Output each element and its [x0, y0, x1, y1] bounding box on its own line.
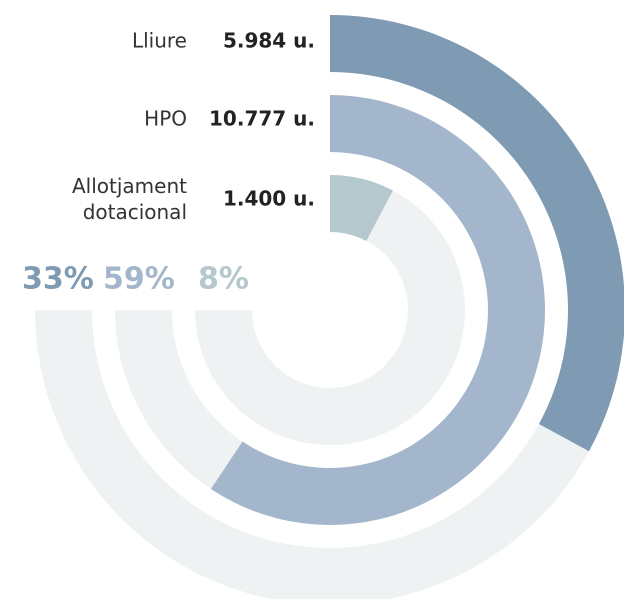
name-line: Allotjament — [72, 174, 187, 198]
share-label: 8% — [198, 262, 249, 297]
name-line: dotacional — [83, 200, 187, 224]
ring-bar — [330, 175, 393, 241]
ring-bar — [330, 15, 624, 452]
value-label: 5.984 u. — [223, 29, 315, 53]
ring-bar — [210, 95, 546, 526]
series-name: Lliure — [132, 29, 187, 53]
share-label: 33% — [22, 262, 94, 297]
series-name: HPO — [144, 107, 187, 131]
share-label: 59% — [103, 262, 175, 297]
series-name: Allotjament dotacional — [72, 174, 187, 224]
track — [195, 175, 465, 445]
value-label: 10.777 u. — [209, 107, 315, 131]
value-label: 1.400 u. — [223, 187, 315, 211]
